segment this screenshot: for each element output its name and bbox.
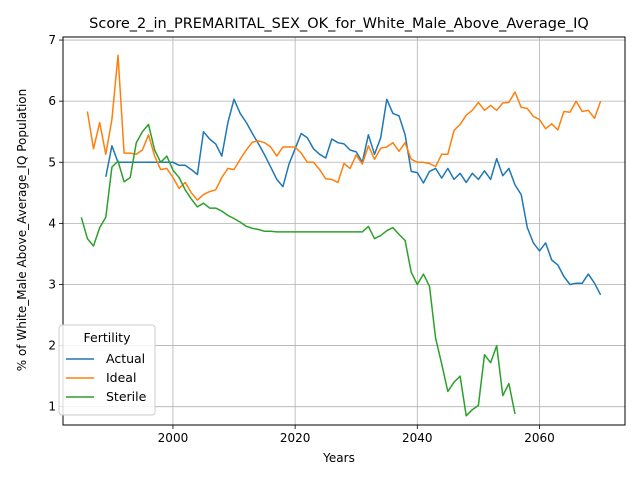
- legend-label-actual: Actual: [106, 351, 145, 366]
- x-axis-label: Years: [322, 451, 355, 465]
- x-axis-ticks: 2000 2020 2040 2060: [158, 425, 555, 445]
- chart-title: Score_2_in_PREMARITAL_SEX_OK_for_White_M…: [89, 16, 589, 32]
- y-tick-label: 6: [48, 94, 56, 108]
- y-tick-label: 1: [48, 400, 56, 414]
- x-tick-label: 2000: [158, 431, 189, 445]
- x-tick-label: 2020: [280, 431, 311, 445]
- series-line-ideal: [86, 54, 602, 201]
- y-axis-label: % of White_Male Above_Average_IQ Populat…: [15, 89, 29, 372]
- y-axis-ticks: 1 2 3 4 5 6 7: [48, 33, 63, 414]
- series-lines: [80, 54, 602, 417]
- legend-label-sterile: Sterile: [106, 389, 147, 404]
- legend-box: [58, 324, 156, 416]
- x-tick-label: 2040: [402, 431, 433, 445]
- y-tick-label: 5: [48, 155, 56, 169]
- y-tick-label: 2: [48, 339, 56, 353]
- legend-title: Fertility: [84, 330, 132, 345]
- x-tick-label: 2060: [524, 431, 555, 445]
- grid: [63, 37, 625, 425]
- y-tick-label: 4: [48, 216, 56, 230]
- series-line-sterile: [80, 123, 516, 417]
- y-tick-label: 7: [48, 33, 56, 47]
- y-tick-label: 3: [48, 277, 56, 291]
- legend: Fertility Actual Ideal Sterile: [58, 324, 156, 416]
- plot-area-frame: [62, 36, 626, 426]
- series-line-actual: [105, 98, 602, 296]
- legend-label-ideal: Ideal: [106, 370, 136, 385]
